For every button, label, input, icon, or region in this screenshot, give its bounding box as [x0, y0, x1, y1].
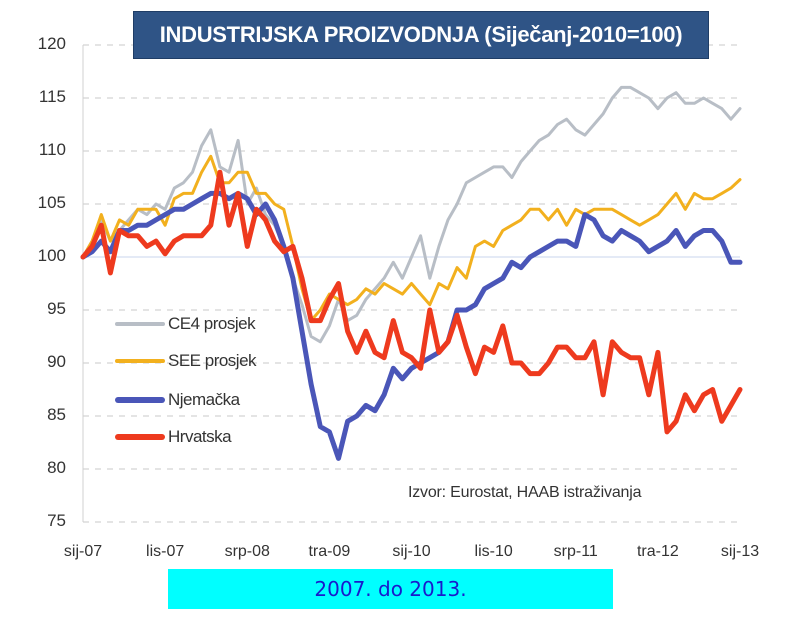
- legend-swatch-hrvatska: [115, 434, 165, 440]
- series-line-see-prosjek: [81, 154, 742, 323]
- y-tick-label: 95: [47, 299, 66, 318]
- legend-item-hrvatska: Hrvatska: [115, 426, 232, 448]
- y-tick-label: 80: [47, 458, 66, 477]
- x-tick-label: lis-07: [146, 543, 185, 560]
- x-tick-label: sij-13: [720, 543, 760, 560]
- legend-swatch-see: [115, 359, 165, 363]
- y-tick-label: 75: [47, 511, 66, 530]
- series-line-njema-ka: [80, 190, 743, 461]
- legend-swatch-ce4: [115, 322, 165, 326]
- caption-box: 2007. do 2013.: [168, 569, 613, 609]
- y-tick-label: 85: [47, 405, 66, 424]
- x-tick-label: lis-10: [474, 543, 513, 560]
- y-tick-label: 110: [38, 140, 66, 159]
- y-tick-label: 100: [37, 246, 66, 265]
- x-tick-label: srp-11: [553, 543, 598, 560]
- y-tick-label: 120: [37, 34, 66, 53]
- legend-label-hrvatska: Hrvatska: [168, 427, 232, 446]
- legend-swatch-njemacka: [115, 397, 165, 403]
- legend-item-ce4: CE4 prosjek: [115, 313, 256, 335]
- y-tick-label: 90: [47, 352, 66, 371]
- x-tick-label: sij-07: [63, 543, 103, 560]
- source-annotation: Izvor: Eurostat, HAAB istraživanja: [408, 484, 642, 501]
- chart-title-box: INDUSTRIJSKA PROIZVODNJA (Siječanj-2010=…: [133, 11, 709, 59]
- x-tick-label: tra-09: [308, 543, 351, 560]
- legend-item-njemacka: Njemačka: [115, 389, 240, 411]
- legend-label-ce4: CE4 prosjek: [168, 314, 256, 333]
- x-tick-label: srp-08: [224, 543, 270, 560]
- chart-title: INDUSTRIJSKA PROIZVODNJA (Siječanj-2010=…: [159, 22, 683, 47]
- y-tick-label: 105: [37, 193, 66, 212]
- legend-label-njemacka: Njemačka: [168, 390, 240, 409]
- series-line-ce4-prosjek: [81, 85, 742, 344]
- y-tick-label: 115: [38, 87, 66, 106]
- caption-text: 2007. do 2013.: [314, 577, 467, 601]
- legend-item-see: SEE prosjek: [115, 350, 257, 372]
- series-line-hrvatska: [80, 169, 743, 435]
- x-tick-label: tra-12: [636, 543, 679, 560]
- x-tick-label: sij-10: [392, 543, 431, 560]
- legend-label-see: SEE prosjek: [168, 351, 257, 370]
- series-lines: [80, 85, 743, 461]
